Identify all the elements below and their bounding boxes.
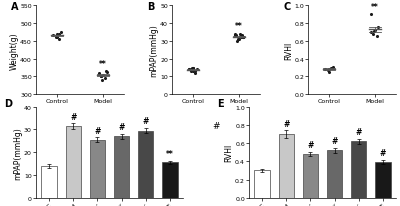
Point xyxy=(330,66,337,69)
Bar xyxy=(327,151,342,198)
Point xyxy=(371,30,377,34)
Text: #: # xyxy=(283,119,290,128)
Point xyxy=(370,33,376,36)
Point xyxy=(56,38,62,41)
Bar xyxy=(162,163,178,198)
Y-axis label: Weight(g): Weight(g) xyxy=(10,32,19,69)
Bar xyxy=(351,142,366,198)
Point xyxy=(232,33,238,36)
Bar xyxy=(303,154,318,198)
Y-axis label: mPAP(mmHg): mPAP(mmHg) xyxy=(150,24,159,77)
Text: B: B xyxy=(148,2,155,12)
Bar xyxy=(254,171,270,198)
Text: #: # xyxy=(356,127,362,136)
Point xyxy=(375,27,381,30)
Point xyxy=(56,33,62,36)
Point xyxy=(188,70,194,73)
Point xyxy=(233,35,240,38)
Y-axis label: mPAP(mmHg): mPAP(mmHg) xyxy=(14,126,22,179)
Bar xyxy=(90,140,105,198)
Text: #: # xyxy=(94,126,101,135)
Bar xyxy=(138,131,154,198)
Y-axis label: RVHI: RVHI xyxy=(225,143,234,162)
Point xyxy=(96,72,102,75)
Bar xyxy=(375,162,390,198)
Point xyxy=(53,36,60,40)
Point xyxy=(190,67,196,70)
Point xyxy=(186,68,192,72)
Point xyxy=(372,29,378,33)
Point xyxy=(328,67,335,70)
Point xyxy=(240,36,246,40)
Point xyxy=(192,70,199,73)
Text: #: # xyxy=(70,112,76,121)
Point xyxy=(190,70,196,73)
Text: #: # xyxy=(212,121,220,130)
Point xyxy=(102,77,108,81)
Point xyxy=(192,72,198,75)
Point xyxy=(50,35,56,38)
Text: **: ** xyxy=(371,2,379,12)
Text: #: # xyxy=(307,140,314,149)
Text: C: C xyxy=(284,2,291,12)
Text: #: # xyxy=(118,123,125,132)
Point xyxy=(240,36,246,40)
Point xyxy=(99,79,105,82)
Text: **: ** xyxy=(235,22,243,31)
Text: #: # xyxy=(142,117,149,126)
Point xyxy=(194,68,200,72)
Y-axis label: RVHI: RVHI xyxy=(284,41,293,60)
Bar xyxy=(42,166,57,198)
Point xyxy=(322,68,328,72)
Point xyxy=(54,34,60,37)
Point xyxy=(189,67,196,70)
Point xyxy=(104,71,110,74)
Point xyxy=(190,67,196,70)
Point xyxy=(326,71,332,74)
Point xyxy=(54,36,60,39)
Text: **: ** xyxy=(99,59,107,68)
Point xyxy=(98,75,104,79)
Point xyxy=(232,35,238,38)
Point xyxy=(103,70,109,73)
Point xyxy=(240,36,246,40)
Text: **: ** xyxy=(166,149,174,158)
Point xyxy=(239,35,245,38)
Point xyxy=(235,38,241,41)
Bar xyxy=(114,137,129,198)
Point xyxy=(96,73,102,76)
Point xyxy=(368,31,374,34)
Text: D: D xyxy=(4,98,12,108)
Text: #: # xyxy=(380,149,386,157)
Point xyxy=(234,40,240,43)
Point xyxy=(186,68,192,72)
Point xyxy=(236,38,242,41)
Text: E: E xyxy=(217,98,223,108)
Point xyxy=(326,68,332,72)
Point xyxy=(237,33,243,36)
Text: #: # xyxy=(331,137,338,146)
Bar xyxy=(278,134,294,198)
Point xyxy=(100,74,106,77)
Point xyxy=(374,35,380,39)
Point xyxy=(238,36,244,40)
Bar xyxy=(66,126,81,198)
Point xyxy=(58,31,64,34)
Point xyxy=(368,13,374,17)
Point xyxy=(325,69,332,73)
Text: A: A xyxy=(12,2,19,12)
Point xyxy=(328,67,334,71)
Point xyxy=(98,75,104,78)
